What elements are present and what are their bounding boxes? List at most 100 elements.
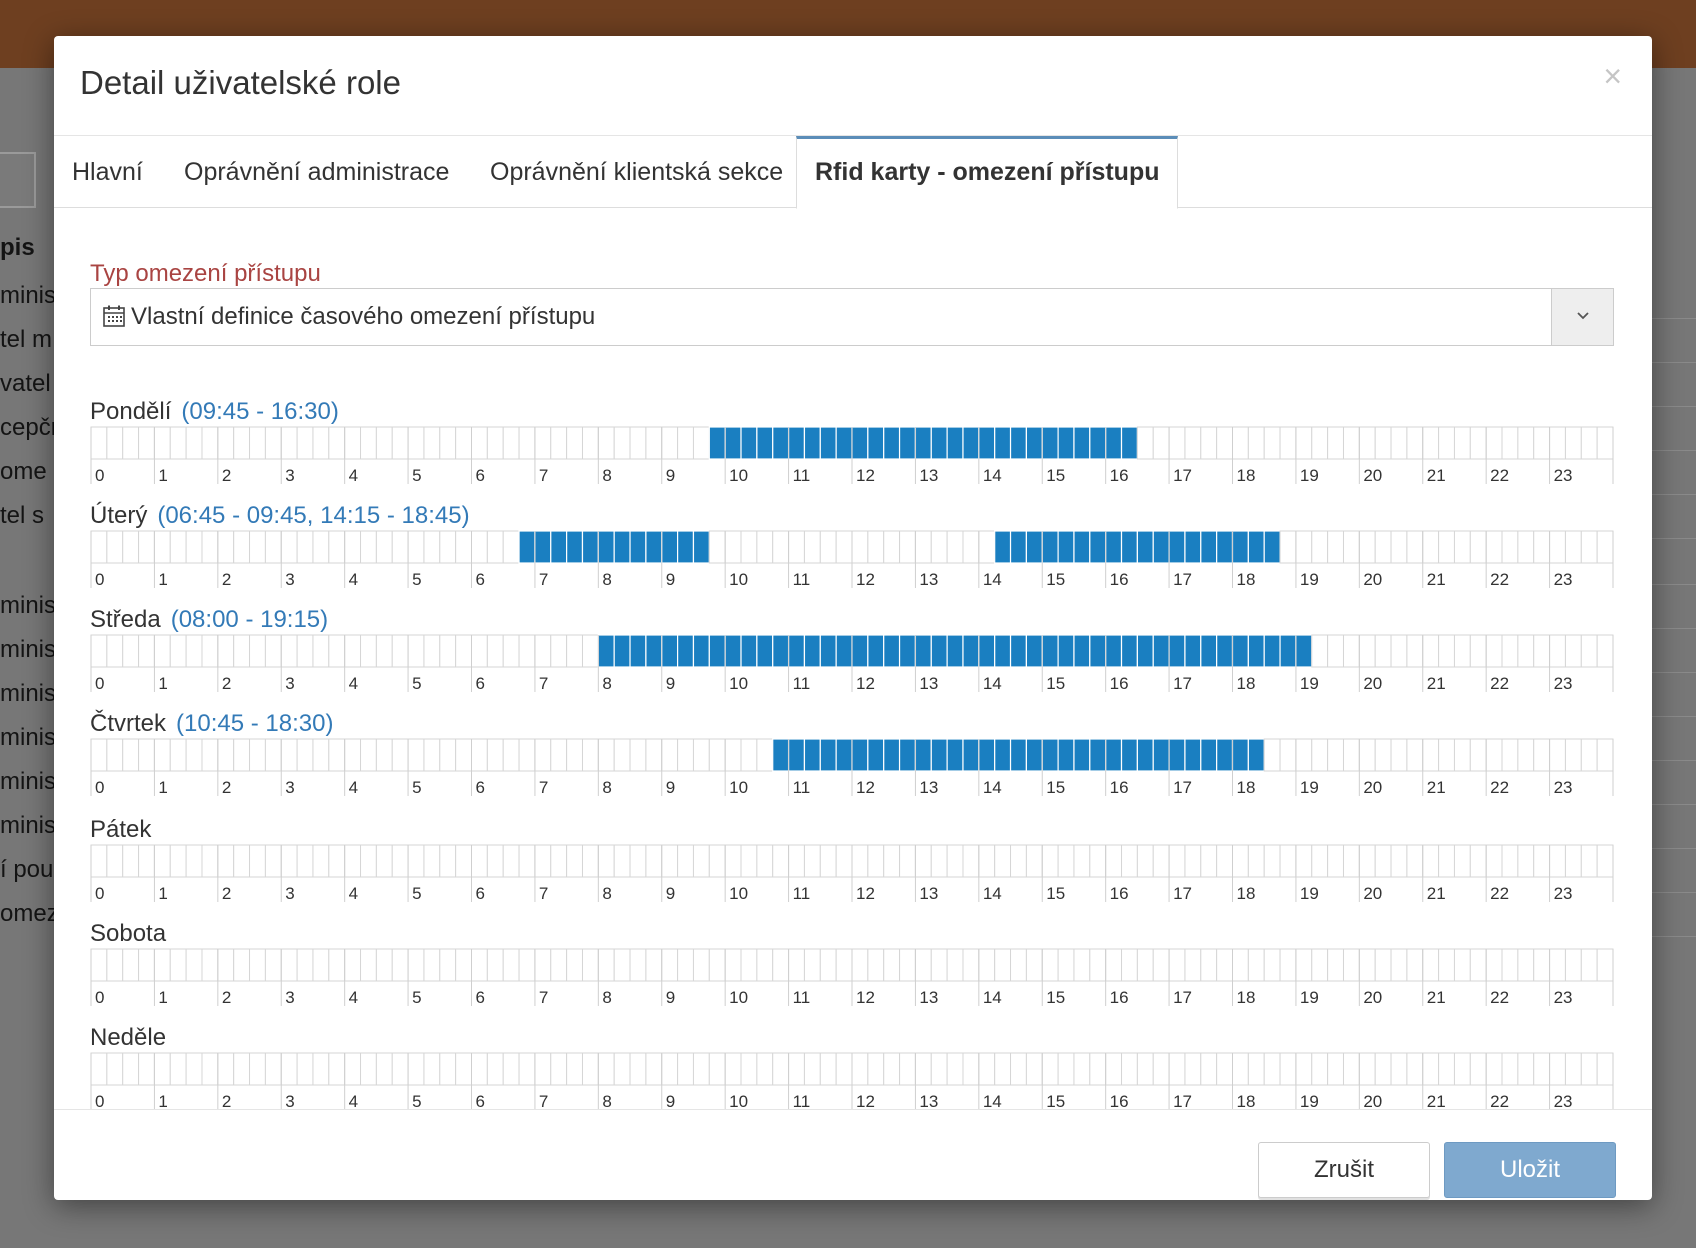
time-slot-selected[interactable]: [518, 530, 536, 564]
time-slot[interactable]: [756, 948, 774, 982]
time-slot-selected[interactable]: [1057, 530, 1075, 564]
time-slot[interactable]: [1295, 948, 1313, 982]
time-slot[interactable]: [138, 1052, 155, 1086]
time-slot[interactable]: [1501, 1052, 1519, 1086]
time-slot[interactable]: [439, 948, 457, 982]
time-slot[interactable]: [153, 530, 171, 564]
time-slot[interactable]: [249, 1052, 266, 1086]
time-slot[interactable]: [280, 738, 298, 772]
time-slot[interactable]: [1216, 844, 1234, 878]
time-slot[interactable]: [1041, 948, 1059, 982]
time-slot[interactable]: [566, 426, 583, 460]
time-slot-selected[interactable]: [962, 634, 980, 668]
time-slot-selected[interactable]: [851, 426, 869, 460]
time-slot[interactable]: [978, 1052, 996, 1086]
time-slot[interactable]: [1311, 1052, 1329, 1086]
time-slot[interactable]: [328, 634, 346, 668]
time-slot[interactable]: [233, 738, 251, 772]
time-slot[interactable]: [471, 634, 488, 668]
time-slot[interactable]: [201, 948, 219, 982]
time-slot[interactable]: [883, 530, 901, 564]
time-slot-selected[interactable]: [835, 738, 853, 772]
time-slot[interactable]: [1295, 426, 1313, 460]
time-slot-selected[interactable]: [914, 426, 932, 460]
time-slot[interactable]: [153, 738, 171, 772]
time-slot[interactable]: [899, 1052, 916, 1086]
time-slot[interactable]: [106, 426, 124, 460]
time-slot[interactable]: [138, 948, 155, 982]
time-slot[interactable]: [1374, 844, 1392, 878]
time-slot[interactable]: [1501, 634, 1519, 668]
time-slot[interactable]: [803, 844, 821, 878]
time-slot-grid[interactable]: 0 1 2 3 4 5 6 7 8 9 10 11 12 13 14 15 16 17 18 19 20 21 22 23: [90, 1052, 1614, 1110]
time-slot[interactable]: [1374, 738, 1392, 772]
time-slot[interactable]: [233, 844, 251, 878]
time-slot-selected[interactable]: [1057, 634, 1075, 668]
time-slot[interactable]: [1406, 426, 1424, 460]
time-slot[interactable]: [1089, 948, 1107, 982]
time-slot-selected[interactable]: [898, 426, 917, 460]
time-slot[interactable]: [962, 530, 980, 564]
time-slot[interactable]: [629, 948, 647, 982]
time-slot[interactable]: [1041, 844, 1059, 878]
time-slot-selected[interactable]: [994, 634, 1012, 668]
time-slot[interactable]: [185, 844, 203, 878]
time-slot[interactable]: [1216, 1052, 1234, 1086]
time-slot[interactable]: [1358, 738, 1376, 772]
time-slot-selected[interactable]: [851, 634, 869, 668]
time-slot[interactable]: [502, 1052, 520, 1086]
time-slot[interactable]: [1564, 426, 1582, 460]
time-slot[interactable]: [1469, 530, 1487, 564]
time-slot[interactable]: [328, 844, 346, 878]
time-slot-selected[interactable]: [994, 530, 1012, 564]
time-slot[interactable]: [724, 530, 742, 564]
time-slot[interactable]: [1279, 530, 1297, 564]
access-type-select[interactable]: Vlastní definice časového omezení přístu…: [90, 288, 1614, 346]
time-slot[interactable]: [1279, 426, 1297, 460]
time-slot-selected[interactable]: [629, 634, 647, 668]
time-slot[interactable]: [375, 426, 393, 460]
time-slot[interactable]: [772, 530, 790, 564]
time-slot[interactable]: [296, 634, 314, 668]
time-slot[interactable]: [851, 948, 869, 982]
time-slot[interactable]: [1152, 844, 1170, 878]
time-slot[interactable]: [788, 1052, 805, 1086]
time-slot-selected[interactable]: [1136, 530, 1154, 564]
time-slot[interactable]: [423, 426, 441, 460]
time-slot[interactable]: [613, 1052, 631, 1086]
time-slot[interactable]: [883, 948, 901, 982]
time-slot-selected[interactable]: [1057, 426, 1075, 460]
time-slot[interactable]: [455, 634, 472, 668]
time-slot[interactable]: [1311, 530, 1329, 564]
time-slot[interactable]: [423, 738, 441, 772]
time-slot-selected[interactable]: [930, 426, 948, 460]
time-slot[interactable]: [1121, 948, 1138, 982]
time-slot[interactable]: [312, 844, 330, 878]
time-slot[interactable]: [1406, 530, 1424, 564]
time-slot[interactable]: [1136, 844, 1154, 878]
time-slot[interactable]: [185, 426, 203, 460]
time-slot[interactable]: [502, 844, 520, 878]
time-slot[interactable]: [883, 844, 901, 878]
time-slot[interactable]: [296, 426, 314, 460]
time-slot[interactable]: [1517, 426, 1535, 460]
time-slot-selected[interactable]: [1025, 738, 1043, 772]
time-slot[interactable]: [581, 1052, 599, 1086]
time-slot[interactable]: [1533, 1052, 1551, 1086]
time-slot[interactable]: [90, 426, 108, 460]
time-slot[interactable]: [153, 844, 171, 878]
time-slot-selected[interactable]: [597, 634, 615, 668]
time-slot[interactable]: [994, 844, 1012, 878]
time-slot[interactable]: [1010, 948, 1027, 982]
time-slot[interactable]: [1453, 530, 1471, 564]
time-slot-selected[interactable]: [851, 738, 869, 772]
time-slot[interactable]: [1390, 426, 1408, 460]
time-slot-selected[interactable]: [914, 738, 932, 772]
time-slot[interactable]: [169, 634, 187, 668]
time-slot[interactable]: [1469, 1052, 1487, 1086]
time-slot[interactable]: [153, 426, 171, 460]
time-slot[interactable]: [217, 426, 235, 460]
time-slot[interactable]: [1327, 738, 1344, 772]
time-slot[interactable]: [803, 530, 821, 564]
time-slot[interactable]: [534, 634, 552, 668]
